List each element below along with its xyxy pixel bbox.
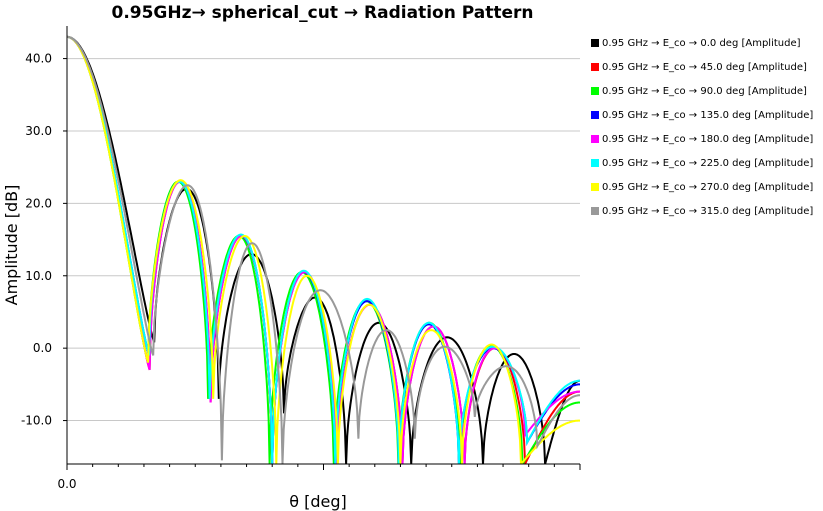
legend-swatch [591, 135, 599, 143]
legend-item: 0.95 GHz → E_co → 135.0 deg [Amplitude] [591, 103, 821, 127]
legend-label: 0.95 GHz → E_co → 225.0 deg [Amplitude] [602, 157, 814, 169]
y-axis-ticks: 40.0 30.0 20.0 10.0 0.0 -10.0 [21, 52, 67, 428]
legend-swatch [591, 207, 599, 215]
x-tick-label: 0.0 [57, 477, 76, 491]
series-group [67, 35, 580, 464]
y-tick-label: 40.0 [25, 52, 52, 66]
legend-item: 0.95 GHz → E_co → 90.0 deg [Amplitude] [591, 79, 821, 103]
plot-area [67, 26, 580, 464]
legend-swatch [591, 183, 599, 191]
legend-label: 0.95 GHz → E_co → 0.0 deg [Amplitude] [602, 37, 801, 49]
y-axis-title: Amplitude [dB] [2, 185, 21, 306]
y-tick-label: 20.0 [25, 196, 52, 210]
series-line-6 [67, 35, 580, 464]
legend-item: 0.95 GHz → E_co → 45.0 deg [Amplitude] [591, 55, 821, 79]
legend-item: 0.95 GHz → E_co → 180.0 deg [Amplitude] [591, 127, 821, 151]
y-tick-label: 10.0 [25, 269, 52, 283]
legend-swatch [591, 39, 599, 47]
legend-item: 0.95 GHz → E_co → 270.0 deg [Amplitude] [591, 175, 821, 199]
x-axis-ticks [66, 464, 581, 470]
y-tick-label: -10.0 [21, 414, 52, 428]
y-tick-label: 30.0 [25, 124, 52, 138]
legend-swatch [591, 159, 599, 167]
y-tick-label: 0.0 [33, 341, 52, 355]
legend-item: 0.95 GHz → E_co → 0.0 deg [Amplitude] [591, 31, 821, 55]
series-line-7 [67, 35, 580, 464]
legend-label: 0.95 GHz → E_co → 270.0 deg [Amplitude] [602, 181, 814, 193]
chart-title: 0.95GHz→ spherical_cut → Radiation Patte… [111, 3, 534, 23]
legend-label: 0.95 GHz → E_co → 45.0 deg [Amplitude] [602, 61, 807, 73]
legend-swatch [591, 111, 599, 119]
legend-swatch [591, 87, 599, 95]
x-axis-title: θ [deg] [289, 492, 347, 511]
legend-label: 0.95 GHz → E_co → 135.0 deg [Amplitude] [602, 109, 814, 121]
legend: 0.95 GHz → E_co → 0.0 deg [Amplitude] 0.9… [591, 31, 821, 223]
legend-item: 0.95 GHz → E_co → 225.0 deg [Amplitude] [591, 151, 821, 175]
legend-label: 0.95 GHz → E_co → 90.0 deg [Amplitude] [602, 85, 807, 97]
legend-label: 0.95 GHz → E_co → 315.0 deg [Amplitude] [602, 205, 814, 217]
legend-item: 0.95 GHz → E_co → 315.0 deg [Amplitude] [591, 199, 821, 223]
legend-swatch [591, 63, 599, 71]
legend-label: 0.95 GHz → E_co → 180.0 deg [Amplitude] [602, 133, 814, 145]
